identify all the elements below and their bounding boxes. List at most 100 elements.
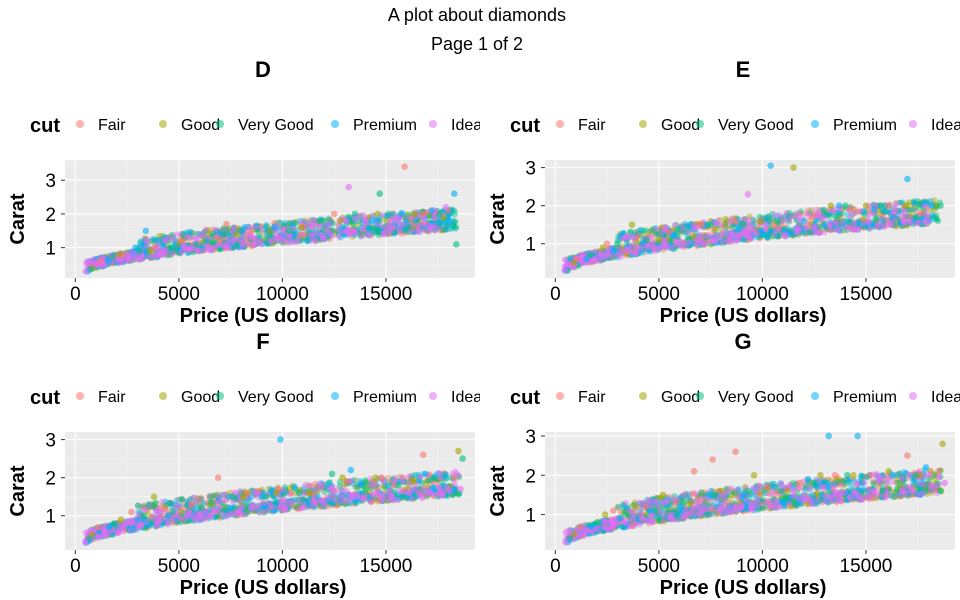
point-cloud <box>165 237 172 244</box>
point-cloud <box>326 235 333 243</box>
point-cloud <box>325 232 332 240</box>
point-cloud <box>711 232 719 239</box>
legend-label: Premium <box>833 389 897 406</box>
point-very-good <box>351 210 359 218</box>
point-very-good <box>111 520 118 527</box>
point-cloud <box>450 218 458 225</box>
point-cloud <box>406 213 413 221</box>
point-cloud <box>230 224 237 231</box>
point-cloud <box>246 235 253 242</box>
point-cloud <box>244 235 251 242</box>
point-cloud <box>273 236 280 244</box>
point-cloud <box>385 222 392 229</box>
point-cloud <box>374 223 381 230</box>
legend-label: Fair <box>98 389 126 406</box>
point-cloud <box>179 242 187 249</box>
point-cloud <box>288 239 295 246</box>
point-cloud <box>240 243 247 250</box>
point-cloud <box>232 243 239 250</box>
point-cloud <box>320 235 327 242</box>
point-cloud <box>270 235 277 242</box>
point-cloud <box>112 259 119 266</box>
point-cloud <box>733 238 740 245</box>
point-cloud <box>907 219 914 226</box>
point-cloud <box>83 259 90 266</box>
point-cloud <box>376 224 383 232</box>
point-cloud <box>331 231 338 238</box>
point-cloud <box>311 231 318 238</box>
point-cloud <box>671 222 678 229</box>
point-cloud <box>346 214 353 221</box>
point-cloud <box>325 228 333 235</box>
point-cloud <box>380 216 387 223</box>
point-cloud <box>275 234 282 241</box>
point-cloud <box>383 212 390 219</box>
point-cloud <box>112 259 119 266</box>
point-cloud <box>140 239 147 246</box>
point-cloud <box>330 220 337 227</box>
point-cloud <box>352 216 359 223</box>
point-premium <box>670 232 677 240</box>
point-cloud <box>194 235 201 242</box>
point-cloud <box>285 232 292 239</box>
point-cloud <box>155 236 162 243</box>
point-cloud <box>180 230 187 237</box>
legend-key-premium <box>331 120 339 128</box>
point-fair <box>634 232 642 240</box>
point-cloud <box>763 234 771 241</box>
point-cloud <box>297 232 304 239</box>
point-fair <box>212 234 220 241</box>
point-cloud <box>750 216 757 223</box>
point-cloud <box>154 253 162 260</box>
legend-key-ideal <box>909 392 917 400</box>
point-cloud <box>874 220 881 227</box>
point-cloud <box>149 237 156 245</box>
point-cloud <box>387 221 394 229</box>
point-cloud <box>132 253 139 261</box>
point-ideal <box>781 232 789 240</box>
point-cloud <box>361 226 368 233</box>
point-cloud <box>435 223 442 230</box>
point-cloud <box>228 237 235 244</box>
point-cloud <box>426 223 433 230</box>
point-cloud <box>143 243 151 250</box>
point-cloud <box>324 218 331 225</box>
point-good <box>570 259 578 267</box>
point-cloud <box>305 224 312 231</box>
point-good <box>757 217 764 225</box>
point-cloud <box>310 229 317 237</box>
point-cloud <box>263 222 270 229</box>
point-cloud <box>427 220 434 227</box>
x-tick-label: 5000 <box>638 284 680 305</box>
point-cloud <box>834 226 841 233</box>
point-cloud <box>794 210 801 217</box>
point-cloud <box>383 218 391 225</box>
point-cloud <box>114 258 121 265</box>
point-cloud <box>391 229 398 236</box>
point-cloud <box>364 225 371 233</box>
point-good <box>177 508 185 516</box>
point-cloud <box>180 246 188 254</box>
point-cloud <box>386 227 393 234</box>
point-cloud <box>180 243 187 250</box>
point-cloud <box>120 258 128 266</box>
point-ideal <box>850 225 857 232</box>
point-cloud <box>156 241 164 248</box>
point-cloud <box>86 258 93 265</box>
point-cloud <box>562 257 569 264</box>
point-cloud <box>349 218 356 225</box>
point-cloud <box>389 228 396 235</box>
point-cloud <box>164 251 171 258</box>
point-ideal <box>281 237 288 245</box>
point-cloud <box>269 504 276 511</box>
point-cloud <box>181 246 188 253</box>
point-cloud <box>420 223 427 230</box>
point-cloud <box>163 248 170 255</box>
point-cloud <box>167 500 175 507</box>
point-cloud <box>200 232 208 239</box>
point-cloud <box>163 234 170 241</box>
point-cloud <box>156 232 163 240</box>
point-cloud <box>276 235 283 242</box>
point-cloud <box>94 262 101 270</box>
